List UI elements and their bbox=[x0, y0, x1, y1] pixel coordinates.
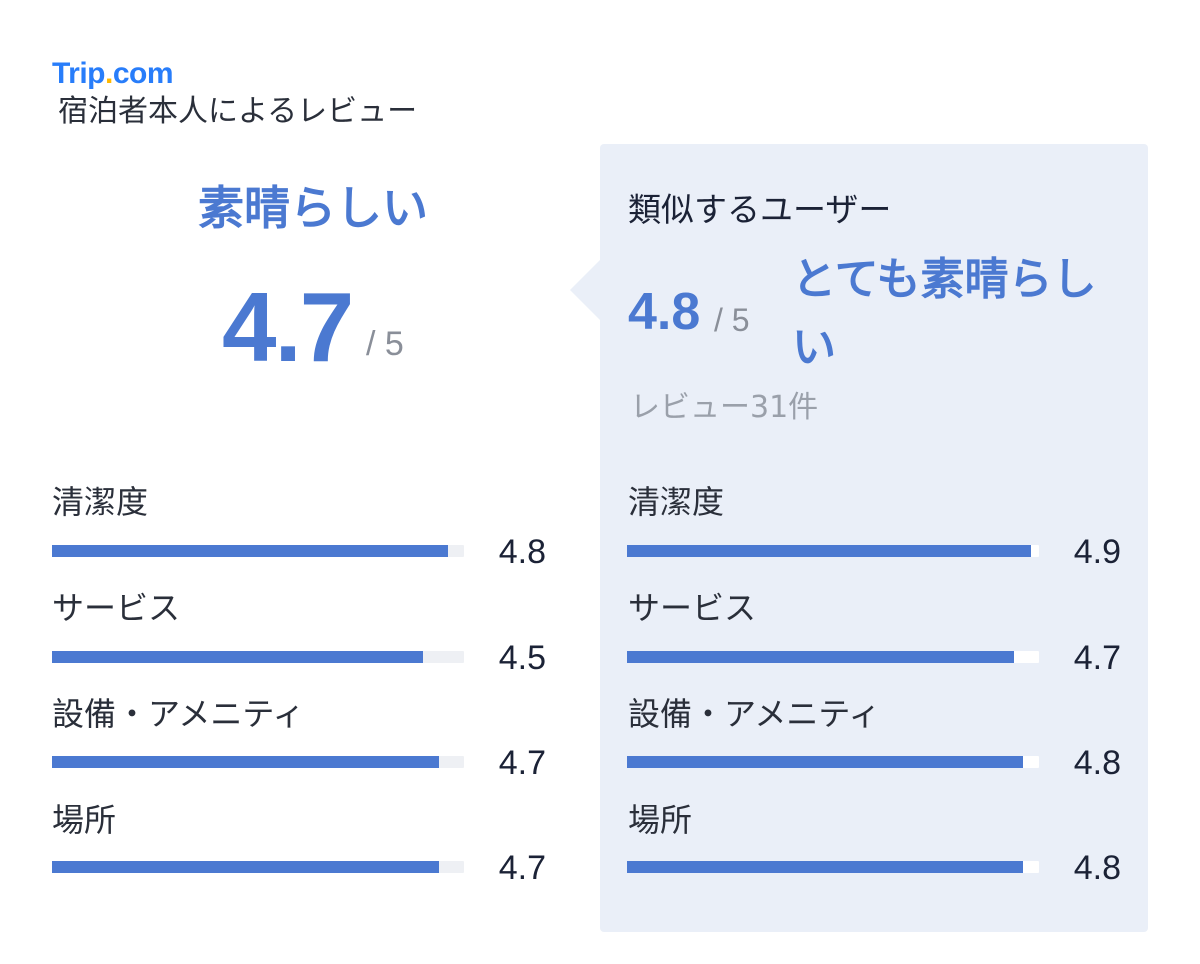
reviews-subtitle: 宿泊者本人によるレビュー bbox=[58, 94, 418, 129]
trip-com-logo: Trip.com bbox=[52, 56, 174, 92]
similar-category-bar bbox=[627, 861, 1039, 873]
similar-category-bar bbox=[627, 651, 1039, 663]
similar-rating-label: とても素晴らしい bbox=[792, 254, 1097, 373]
similar-category-bar-fill bbox=[627, 861, 1023, 873]
own-category-name: サービス bbox=[52, 589, 181, 627]
own-category-bar-fill bbox=[52, 861, 440, 873]
own-rating-label: 素晴らしい bbox=[198, 181, 428, 235]
similar-category-name: 設備・アメニティ bbox=[628, 695, 881, 733]
own-category-bar-fill bbox=[52, 651, 423, 663]
own-category-bar bbox=[52, 756, 464, 768]
own-rating-max: / 5 bbox=[366, 325, 404, 363]
own-category-value: 4.5 bbox=[498, 639, 546, 677]
similar-category-bar-fill bbox=[627, 756, 1023, 768]
similar-category-value: 4.9 bbox=[1073, 533, 1121, 571]
panel-pointer bbox=[570, 258, 602, 322]
similar-category-bar-fill bbox=[627, 651, 1015, 663]
logo-text-tld: com bbox=[112, 57, 174, 90]
own-category-name: 清潔度 bbox=[52, 483, 149, 521]
similar-category-bar-fill bbox=[627, 545, 1031, 557]
own-category-value: 4.7 bbox=[498, 849, 546, 887]
own-category-value: 4.8 bbox=[498, 533, 546, 571]
similar-rating-score: 4.8 bbox=[628, 283, 701, 341]
similar-category-value: 4.8 bbox=[1073, 744, 1121, 782]
logo-dot: . bbox=[105, 57, 113, 90]
similar-category-bar bbox=[627, 756, 1039, 768]
own-category-bar bbox=[52, 545, 464, 557]
own-category-bar-fill bbox=[52, 756, 440, 768]
similar-users-title: 類似するユーザー bbox=[628, 190, 892, 229]
own-category-bar bbox=[52, 651, 464, 663]
similar-category-name: 清潔度 bbox=[628, 483, 725, 521]
similar-category-name: 場所 bbox=[628, 801, 693, 839]
similar-category-name: サービス bbox=[628, 589, 757, 627]
own-rating-score: 4.7 bbox=[222, 272, 354, 382]
own-category-bar-fill bbox=[52, 545, 448, 557]
own-category-name: 場所 bbox=[52, 801, 117, 839]
similar-users-panel bbox=[600, 144, 1148, 932]
similar-rating-max: / 5 bbox=[714, 302, 750, 338]
similar-category-bar bbox=[627, 545, 1039, 557]
similar-category-value: 4.8 bbox=[1073, 849, 1121, 887]
similar-category-value: 4.7 bbox=[1073, 639, 1121, 677]
own-category-value: 4.7 bbox=[498, 744, 546, 782]
own-category-bar bbox=[52, 861, 464, 873]
logo-text-main: Trip bbox=[52, 57, 106, 90]
similar-review-count: レビュー31件 bbox=[630, 390, 819, 425]
own-category-name: 設備・アメニティ bbox=[52, 695, 305, 733]
